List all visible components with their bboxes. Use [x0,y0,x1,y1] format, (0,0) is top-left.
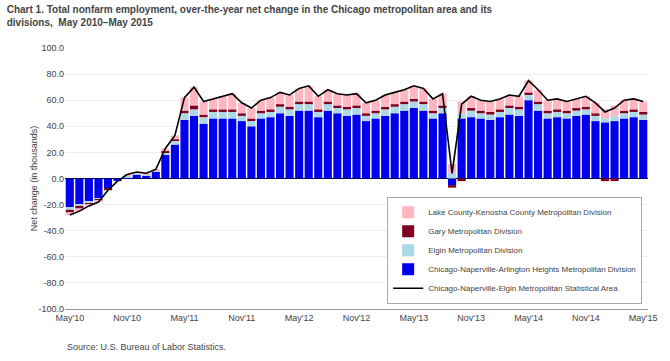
svg-text:May'12: May'12 [285,313,314,323]
svg-text:Lake County-Kenosha County Met: Lake County-Kenosha County Metropolitan … [428,208,611,217]
svg-text:May'11: May'11 [170,313,198,323]
svg-text:May'15: May'15 [629,313,658,323]
svg-text:Chicago-Naperville-Elgin Metro: Chicago-Naperville-Elgin Metropolitan St… [428,284,618,293]
svg-text:Source: U.S. Bureau of Labor S: Source: U.S. Bureau of Labor Statistics. [67,342,226,352]
svg-text:Nov'12: Nov'12 [343,313,371,323]
svg-text:-20.0: -20.0 [43,200,64,210]
svg-text:Nov'11: Nov'11 [228,313,255,323]
svg-text:Chart 1. Total nonfarm employm: Chart 1. Total nonfarm employment, over-… [7,4,493,28]
svg-text:60.0: 60.0 [46,95,64,105]
svg-text:100.0: 100.0 [41,43,64,53]
svg-text:May'14: May'14 [514,313,543,323]
svg-text:Chicago-Naperville-Arlington H: Chicago-Naperville-Arlington Heights Met… [428,265,636,274]
svg-text:Nov'14: Nov'14 [572,313,600,323]
svg-text:20.0: 20.0 [46,148,64,158]
svg-text:-80.0: -80.0 [43,278,64,288]
svg-text:-40.0: -40.0 [43,226,64,236]
svg-text:0.0: 0.0 [51,174,64,184]
svg-text:Nov'10: Nov'10 [113,313,141,323]
svg-text:Net change (in thousands): Net change (in thousands) [29,126,39,232]
svg-text:May'10: May'10 [55,313,84,323]
svg-text:-100.0: -100.0 [38,304,64,314]
svg-text:80.0: 80.0 [46,69,64,79]
svg-text:Elgin Metropolitan Division: Elgin Metropolitan Division [428,246,522,255]
svg-text:40.0: 40.0 [46,121,64,131]
svg-text:Nov'13: Nov'13 [457,313,485,323]
svg-text:-60.0: -60.0 [43,252,64,262]
svg-text:May'13: May'13 [399,313,428,323]
svg-text:Gary Metropolitan Division: Gary Metropolitan Division [428,227,522,236]
